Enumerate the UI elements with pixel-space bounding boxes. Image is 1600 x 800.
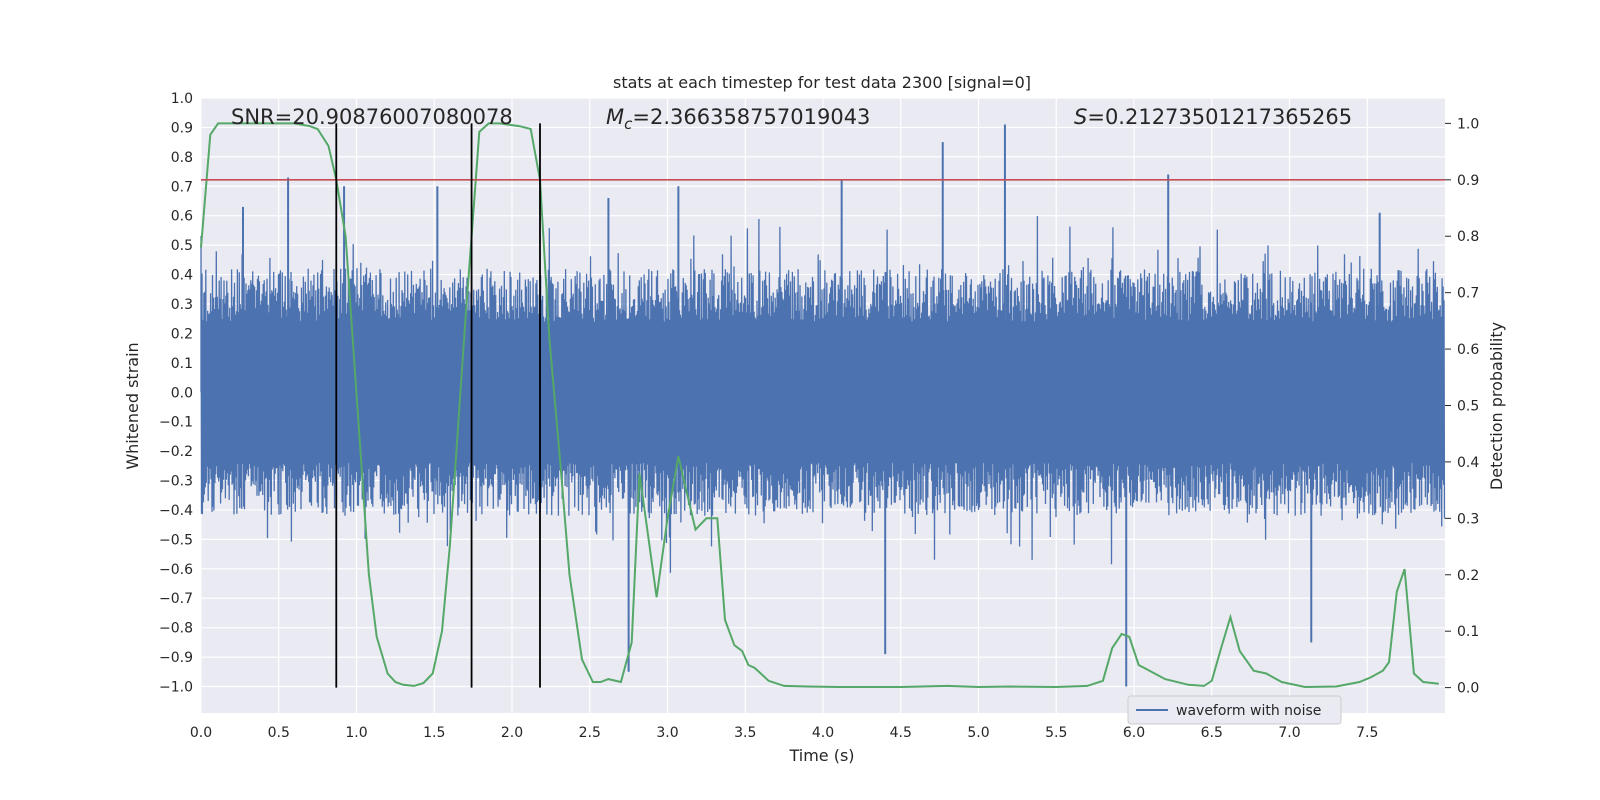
legend-box [1127, 695, 1342, 725]
chirp-mass-annotation: Mc=2.366358757019043 [606, 105, 870, 133]
x-tick-label: 3.0 [656, 725, 678, 741]
y-tick-label: −0.1 [159, 415, 193, 431]
snr-annotation: SNR=20.90876007080078 [231, 105, 513, 129]
y-tick-label: 1.0 [171, 91, 193, 107]
y2-tick-label: 0.4 [1457, 455, 1479, 471]
y-tick-label: −1.0 [159, 680, 193, 696]
y-tick-label: −0.4 [159, 503, 193, 519]
x-tick-label: 4.0 [812, 725, 834, 741]
y2-tick-label: 0.7 [1457, 286, 1479, 302]
y-tick-label: −0.6 [159, 562, 193, 578]
x-tick-label: 1.5 [423, 725, 445, 741]
y-tick-label: 0.7 [171, 179, 193, 195]
y-tick-label: 0.3 [171, 297, 193, 313]
x-tick-label: 3.5 [734, 725, 756, 741]
y2-tick-label: 0.0 [1457, 681, 1479, 697]
x-tick-label: 5.5 [1045, 725, 1067, 741]
y-axis-label: Whitened strain [123, 342, 142, 469]
y-tick-label: 0.1 [171, 356, 193, 372]
probability-line [200, 122, 1439, 689]
y-tick-label: −0.3 [159, 474, 193, 490]
y2-tick-label: 0.3 [1457, 511, 1479, 527]
y-tick-label: 0.0 [171, 385, 193, 401]
y2-tick-label: 0.1 [1457, 624, 1479, 640]
y2-tick-label: 1.0 [1457, 116, 1479, 132]
y2-tick-label: 0.9 [1457, 173, 1479, 189]
y-tick-label: 0.5 [171, 238, 193, 254]
x-tick-label: 0.0 [190, 725, 212, 741]
y-tick-label: −0.2 [159, 444, 193, 460]
y2-axis-label: Detection probability [1487, 322, 1506, 490]
x-tick-label: 7.0 [1278, 725, 1300, 741]
legend-entry: waveform with noise [1176, 703, 1321, 719]
waveform-series [200, 124, 1446, 687]
probability-series [200, 122, 1445, 689]
y-tick-label: 0.6 [171, 209, 193, 225]
x-axis-label: Time (s) [788, 746, 854, 765]
waveform-line [200, 216, 1446, 573]
y-tick-label: 0.4 [171, 268, 193, 284]
x-tick-label: 0.5 [268, 725, 290, 741]
x-tick-label: 6.0 [1123, 725, 1145, 741]
y2-tick-label: 0.6 [1457, 342, 1479, 358]
x-tick-label: 7.5 [1356, 725, 1378, 741]
y2-tick-label: 0.5 [1457, 399, 1479, 415]
y2-tick-label: 0.2 [1457, 568, 1479, 584]
y-tick-label: −0.9 [159, 650, 193, 666]
x-tick-label: 4.5 [890, 725, 912, 741]
y-tick-label: 0.2 [171, 326, 193, 342]
y-tick-label: 0.8 [171, 150, 193, 166]
y-tick-label: −0.5 [159, 532, 193, 548]
vertical-markers [335, 123, 541, 688]
y2-tick-label: 0.8 [1457, 229, 1479, 245]
chart-title: stats at each timestep for test data 230… [613, 73, 1031, 92]
tick-labels: 0.0 0.5 1.0 1.5 2.0 2.5 3.0 3.5 4.0 4.5 5.0 5.5 6.0 6… [159, 91, 1479, 741]
x-tick-label: 5.0 [967, 725, 989, 741]
legend: waveform with noise [1127, 695, 1342, 725]
s-annotation: S=0.21273501217365265 [1074, 105, 1352, 129]
x-tick-label: 2.0 [501, 725, 523, 741]
y-tick-label: −0.7 [159, 591, 193, 607]
y-tick-label: 0.9 [171, 120, 193, 136]
y-tick-label: −0.8 [159, 621, 193, 637]
x-tick-label: 6.5 [1201, 725, 1223, 741]
x-tick-label: 1.0 [345, 725, 367, 741]
x-tick-label: 2.5 [579, 725, 601, 741]
